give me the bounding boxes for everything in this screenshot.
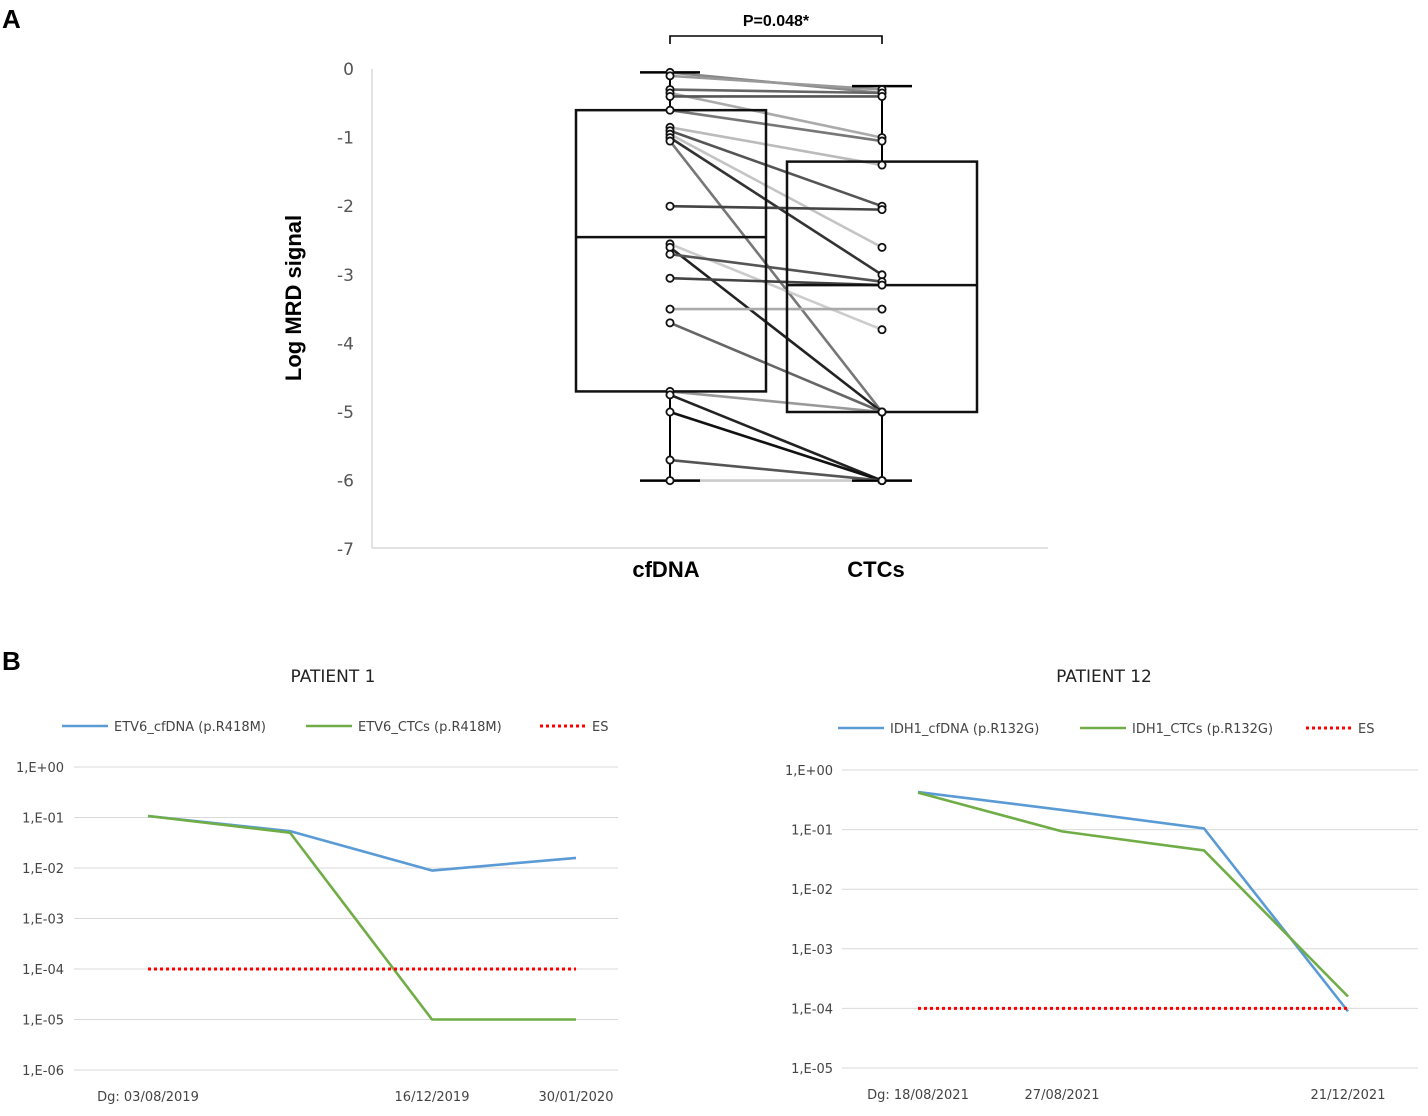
b2-legend-label: IDH1_CTCs (p.R132G)	[1132, 722, 1273, 737]
paired-line	[669, 126, 883, 167]
paired-line	[669, 74, 883, 91]
cfdna-data-point	[665, 318, 675, 328]
cfdna-data-point	[665, 91, 675, 101]
cfdna-data-point	[665, 407, 675, 417]
a-y-tick-label: -7	[337, 540, 354, 560]
panel-b-patient-12: PATIENT 12 IDH1_cfDNA (p.R132G) IDH1_CTCs…	[785, 667, 1418, 1103]
paired-line	[669, 246, 883, 414]
significance-label: P=0.048*	[743, 13, 810, 30]
a-category-label: CTCs	[847, 557, 904, 582]
b1-y-tick-label: 1,E-05	[22, 1014, 64, 1029]
patient-1-title: PATIENT 1	[291, 667, 376, 687]
cfdna-data-point	[665, 105, 675, 115]
paired-line	[669, 252, 883, 283]
b2-y-tick-label: 1,E-01	[791, 824, 833, 839]
b2-cfdna-series-line	[917, 790, 1350, 1013]
b1-x-tick-label: 16/12/2019	[395, 1090, 470, 1105]
ctcs-data-point	[877, 136, 887, 146]
significance-bracket	[669, 35, 883, 44]
a-category-label: cfDNA	[632, 557, 699, 582]
paired-line	[669, 390, 883, 414]
cfdna-data-point	[665, 71, 675, 81]
b2-x-tick-label: Dg: 18/08/2021	[867, 1088, 969, 1103]
b2-x-tick-label: 27/08/2021	[1025, 1088, 1100, 1103]
cfdna-data-point	[665, 455, 675, 465]
paired-line	[669, 410, 883, 482]
patient-12-title: PATIENT 12	[1056, 667, 1152, 687]
a-y-tick-label: -1	[337, 129, 354, 149]
a-y-tick-label: -5	[337, 403, 354, 423]
ctcs-data-point	[877, 304, 887, 314]
panel-b-patient-1: PATIENT 1 ETV6_cfDNA (p.R418M) ETV6_CTCs …	[16, 667, 618, 1105]
b1-y-tick-label: 1,E-03	[22, 913, 64, 928]
paired-line	[669, 136, 883, 276]
b1-legend-label: ES	[592, 720, 608, 735]
b1-y-tick-label: 1,E-04	[22, 963, 64, 978]
ctcs-data-point	[877, 242, 887, 252]
b2-y-tick-label: 1,E-05	[791, 1062, 833, 1077]
panel-b-label: B	[2, 646, 21, 676]
paired-line	[669, 129, 883, 208]
b2-y-tick-label: 1,E-03	[791, 943, 833, 958]
b1-x-tick-label: 30/01/2020	[539, 1090, 614, 1105]
b1-y-tick-label: 1,E-01	[22, 812, 64, 827]
b1-y-tick-label: 1,E-06	[22, 1064, 64, 1079]
panel-a-label: A	[2, 4, 21, 34]
paired-line	[669, 242, 883, 331]
cfdna-data-point	[665, 273, 675, 283]
cfdna-data-point	[665, 304, 675, 314]
ctcs-data-point	[877, 160, 887, 170]
paired-line	[669, 204, 883, 211]
paired-line	[669, 393, 883, 482]
paired-line	[669, 108, 883, 143]
b1-x-tick-label: Dg: 03/08/2019	[97, 1090, 199, 1105]
ctcs-data-point	[877, 325, 887, 335]
cfdna-data-point	[665, 249, 675, 259]
cfdna-data-point	[665, 136, 675, 146]
paired-line	[669, 133, 883, 249]
paired-line	[669, 321, 883, 414]
b1-legend-label: ETV6_CTCs (p.R418M)	[358, 720, 502, 735]
paired-line	[669, 458, 883, 482]
b1-y-tick-label: 1,E+00	[16, 761, 64, 776]
paired-line	[669, 91, 883, 139]
b2-x-tick-label: 21/12/2021	[1311, 1088, 1386, 1103]
b1-ctcs-series-line	[147, 814, 576, 1021]
a-y-tick-label: -3	[337, 266, 354, 286]
cfdna-data-point	[665, 390, 675, 400]
a-y-tick-label: -2	[337, 197, 354, 217]
ctcs-data-point	[877, 407, 887, 417]
paired-line	[668, 140, 884, 413]
b2-legend-label: ES	[1358, 722, 1374, 737]
ctcs-data-point	[877, 205, 887, 215]
b2-y-tick-label: 1,E-04	[791, 1002, 833, 1017]
b1-y-tick-label: 1,E-02	[22, 862, 64, 877]
a-y-tick-label: 0	[343, 60, 354, 80]
b2-y-tick-label: 1,E-02	[791, 883, 833, 898]
b2-ctcs-series-line	[917, 791, 1349, 998]
a-y-tick-label: -6	[337, 472, 354, 492]
b2-y-tick-label: 1,E+00	[785, 764, 833, 779]
b2-legend-label: IDH1_cfDNA (p.R132G)	[890, 722, 1039, 737]
ctcs-data-point	[877, 280, 887, 290]
b1-legend-label: ETV6_cfDNA (p.R418M)	[114, 720, 266, 735]
cfdna-data-point	[665, 476, 675, 486]
ctcs-data-point	[877, 476, 887, 486]
a-y-axis-label: Log MRD signal	[281, 215, 306, 381]
a-y-tick-label: -4	[337, 334, 354, 354]
ctcs-data-point	[877, 91, 887, 101]
paired-line	[669, 88, 883, 95]
panel-a-boxplot: 0 -1 -2 -3 -4 -5 -6 -7 Log MRD signal cfDNA CTCs…	[281, 13, 1048, 582]
cfdna-data-point	[665, 201, 675, 211]
